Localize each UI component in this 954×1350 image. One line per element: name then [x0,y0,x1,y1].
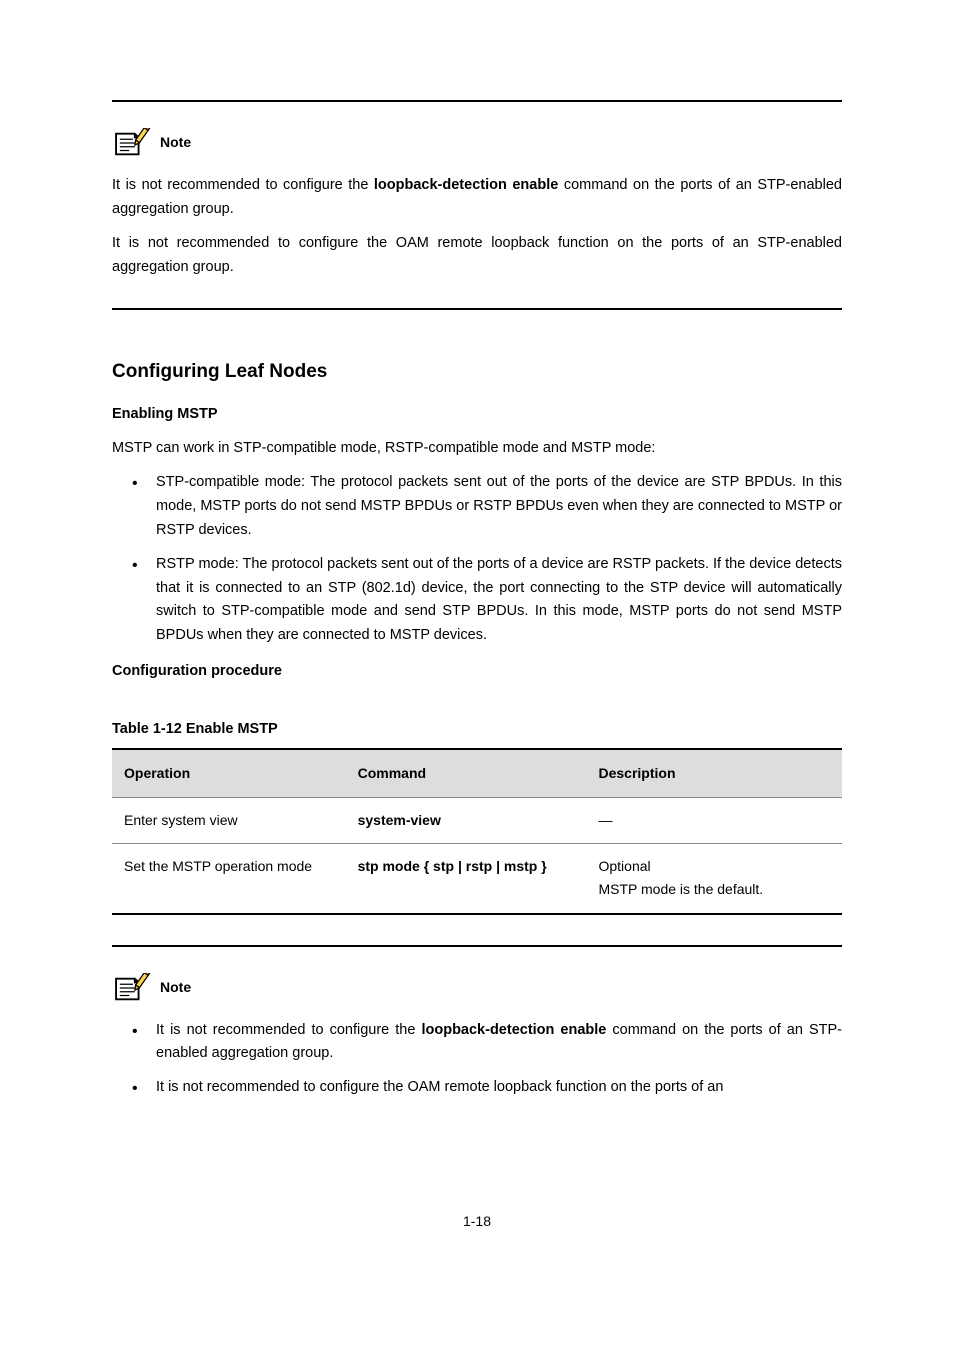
note-icon [112,973,152,1003]
list-item: RSTP mode: The protocol packets sent out… [112,553,842,649]
subsection1-title: Enabling MSTP [112,403,842,427]
text: It is not recommended to configure the [112,177,374,193]
note2-list: It is not recommended to configure the l… [112,1019,842,1101]
col-description: Description [586,749,842,798]
cmd-bold: system-view [358,812,441,828]
note-icon [112,128,152,158]
cell-desc: Optional MSTP mode is the default. [586,844,842,914]
list-item: It is not recommended to configure the O… [112,1076,842,1100]
cell-desc: — [586,798,842,844]
page: Note It is not recommended to configure … [0,0,954,1273]
table-row: Enter system view system-view — [112,798,842,844]
text: It is not recommended to configure the [156,1022,421,1038]
cell-op: Set the MSTP operation mode [112,844,346,914]
note-label: Note [160,976,191,999]
table-caption: Table 1-12 Enable MSTP [112,718,842,742]
col-command: Command [346,749,587,798]
note-label: Note [160,131,191,154]
config-table: Operation Command Description Enter syst… [112,748,842,914]
cmd-arg: { stp | rstp | mstp } [420,858,547,874]
list-item: It is not recommended to configure the l… [112,1019,842,1067]
subsection1-para: MSTP can work in STP-compatible mode, RS… [112,437,842,461]
cell-cmd: stp mode { stp | rstp | mstp } [346,844,587,914]
col-operation: Operation [112,749,346,798]
subsection2-title: Configuration procedure [112,660,842,684]
note-header: Note [112,128,842,158]
note1-para1: It is not recommended to configure the l… [112,174,842,222]
command-text: loopback-detection enable [421,1022,606,1038]
cell-cmd: system-view [346,798,587,844]
mode-list: STP-compatible mode: The protocol packet… [112,471,842,648]
section-title: Configuring Leaf Nodes [112,356,842,387]
cmd-bold: stp mode [358,858,420,874]
page-number: 1-18 [112,1210,842,1233]
note1-para2: It is not recommended to configure the O… [112,232,842,280]
table-header-row: Operation Command Description [112,749,842,798]
table-row: Set the MSTP operation mode stp mode { s… [112,844,842,914]
list-item: STP-compatible mode: The protocol packet… [112,471,842,543]
cell-op: Enter system view [112,798,346,844]
text: It is not recommended to configure the O… [156,1079,723,1095]
note-box-1: Note It is not recommended to configure … [112,100,842,310]
command-text: loopback-detection enable [374,177,558,193]
note-box-2: Note It is not recommended to configure … [112,945,842,1101]
note-header: Note [112,973,842,1003]
